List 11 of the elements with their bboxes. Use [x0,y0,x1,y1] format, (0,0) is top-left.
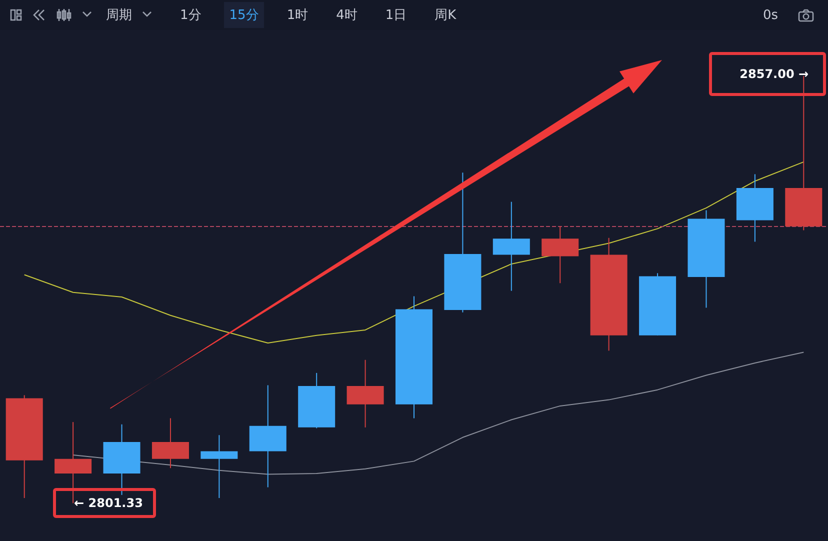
annotation: 4时 [335,7,358,25]
annotation: 1时 [286,7,310,25]
annotation: ← 2801.33 [53,488,156,518]
annotation: 周K [434,7,458,25]
annotation: 2857.00 → [708,52,826,96]
annotation: 周期 [105,7,133,25]
annotation: 1日 [384,7,408,25]
annotation: 15分 [224,2,264,28]
candlestick [200,434,238,499]
annotation: 0s [762,6,779,24]
annotation: 1分 [179,7,202,25]
